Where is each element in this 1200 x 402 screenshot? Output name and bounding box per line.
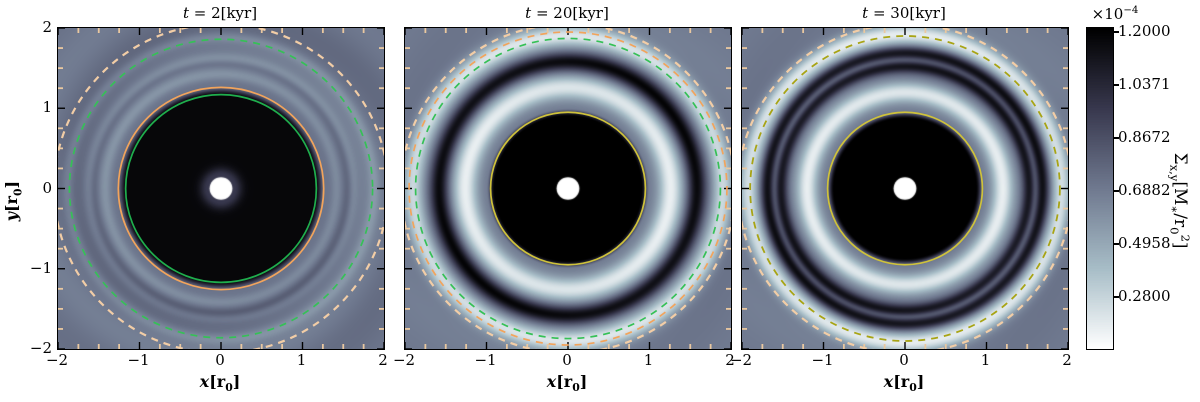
x-tick-label: 2 (725, 351, 735, 369)
heatmap-panel-2 (404, 27, 732, 350)
heatmap-canvas-1 (58, 28, 384, 349)
colorbar-tick-mark (1113, 243, 1119, 246)
x-tick-label: −2 (729, 351, 753, 369)
colorbar-tick-label: 0.8672 (1118, 128, 1171, 147)
x-tick-label: 2 (1062, 351, 1072, 369)
x-tick-label: −2 (392, 351, 416, 369)
x-tick-label: 1 (980, 351, 991, 369)
colorbar-tick-mark (1113, 83, 1119, 86)
colorbar-tick-label: 1.0371 (1118, 74, 1171, 93)
panel-title-1: t = 2[kyr] (182, 4, 258, 22)
colorbar-canvas (1087, 28, 1113, 349)
colorbar-scale-label: ×10−4 (1091, 5, 1139, 23)
x-tick-label: −1 (811, 351, 834, 369)
x-tick-label: 0 (562, 351, 572, 369)
y-tick-label: −1 (29, 258, 52, 277)
x-tick-label: 0 (215, 351, 225, 369)
x-tick-labels-1: −2 −1 0 1 2 (46, 351, 388, 369)
x-axis-label-1: x[r0] (199, 372, 241, 395)
colorbar-tick-label: 0.4958 (1118, 234, 1171, 253)
x-tick-labels-2: −2 −1 0 1 2 (393, 351, 735, 369)
colorbar-tick-mark (1113, 296, 1119, 299)
y-tick-label: −2 (29, 339, 52, 357)
colorbar-tick-label: 0.6882 (1118, 181, 1171, 200)
x-tick-label: −1 (474, 351, 497, 369)
x-tick-label: 1 (643, 351, 654, 369)
colorbar-tick-label: 0.2800 (1118, 287, 1171, 306)
colorbar-tick-mark (1113, 30, 1119, 33)
x-tick-label: −2 (45, 351, 69, 369)
x-axis-label-3: x[r0] (883, 372, 925, 395)
x-tick-label: 2 (378, 351, 388, 369)
colorbar-axis-label: Σx,y[M∗/r02] (1160, 0, 1200, 402)
x-tick-labels-3: −2 −1 0 1 2 (730, 351, 1072, 369)
y-tick-label: 2 (42, 18, 52, 36)
colorbar (1086, 27, 1114, 350)
y-tick-label: 1 (42, 98, 52, 117)
heatmap-panel-3 (741, 27, 1069, 350)
heatmap-panel-1 (57, 27, 385, 350)
panel-title-3: t = 30[kyr] (862, 4, 946, 22)
heatmap-canvas-3 (742, 28, 1068, 349)
x-tick-label: −1 (127, 351, 150, 369)
x-tick-label: 0 (899, 351, 909, 369)
colorbar-tick-mark (1113, 190, 1119, 193)
panel-title-2: t = 20[kyr] (525, 4, 609, 22)
x-tick-label: 1 (296, 351, 307, 369)
colorbar-tick-mark (1113, 137, 1119, 140)
y-tick-label: 0 (42, 178, 52, 197)
heatmap-canvas-2 (405, 28, 731, 349)
colorbar-tick-label: 1.2000 (1118, 21, 1171, 40)
y-tick-labels: 2 1 0 −1 −2 (18, 0, 52, 402)
colorbar-axis-label-text: Σx,y[M∗/r02] (1167, 153, 1193, 249)
x-axis-label-2: x[r0] (546, 372, 588, 395)
